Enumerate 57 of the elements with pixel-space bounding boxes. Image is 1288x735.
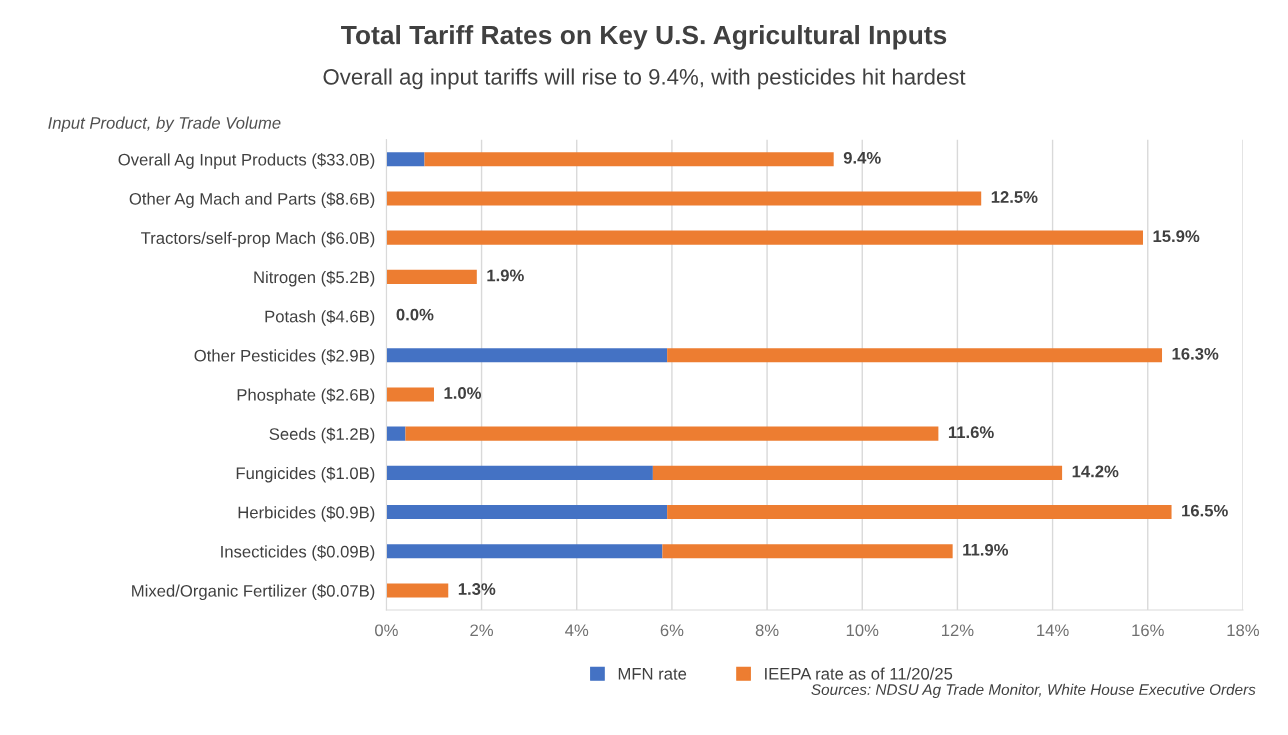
bar — [386, 504, 668, 520]
total-label: 1.3% — [458, 583, 496, 595]
legend-label: MFN rate — [618, 668, 687, 680]
bar — [424, 152, 834, 167]
x-tick-label: 16% — [1132, 624, 1164, 637]
total-label: 11.9% — [963, 543, 1009, 556]
total-label: 11.6% — [948, 426, 994, 439]
bar — [386, 426, 406, 441]
bar — [386, 583, 449, 598]
y-tick-label: Mixed/Organic Fertilizer ($0.07B) — [132, 584, 375, 601]
total-label: 1.9% — [487, 269, 524, 282]
y-tick-label: Fungicides ($1.0B) — [236, 466, 375, 483]
y-tick-label: Seeds ($1.2B) — [269, 427, 375, 444]
chart-subtitle: Overall ag input tariffs will rise to 9.4%, with pesticides hit hardest — [323, 68, 966, 90]
total-label: 1.0% — [444, 387, 482, 399]
y-tick-label: Herbicides ($0.9B) — [238, 505, 375, 522]
x-tick-label: 10% — [846, 624, 879, 637]
bar — [662, 544, 953, 559]
total-label: 16.5% — [1182, 504, 1228, 517]
total-label: 14.2% — [1072, 465, 1119, 478]
bar — [386, 191, 982, 206]
x-tick-label: 14% — [1037, 624, 1069, 637]
x-tick-label: 18% — [1227, 624, 1260, 637]
x-tick-label: 2% — [470, 624, 494, 637]
y-tick-label: Nitrogen ($5.2B) — [254, 270, 375, 287]
x-tick-label: 0% — [375, 624, 398, 637]
bar — [652, 465, 1063, 480]
bar — [386, 465, 653, 480]
total-label: 0.0% — [396, 308, 434, 321]
bar — [667, 504, 1172, 520]
bar — [405, 426, 939, 441]
bar — [386, 230, 1143, 245]
y-tick-label: Tractors/self-prop Mach ($6.0B) — [141, 231, 375, 248]
bar — [386, 544, 663, 559]
x-tick-label: 6% — [660, 624, 684, 637]
total-label: 12.5% — [991, 191, 1038, 203]
text: Input Product, by Trade Volume — [48, 116, 281, 133]
total-label: 16.3% — [1172, 347, 1219, 360]
y-tick-label: Other Pesticides ($2.9B) — [194, 349, 375, 365]
x-tick-label: 4% — [565, 624, 589, 637]
bar — [386, 348, 668, 363]
chart-title: Total Tariff Rates on Key U.S. Agricultural Inputs — [341, 24, 947, 50]
source-note: Sources: NDSU Ag Trade Monitor, White House Executive Orders — [811, 683, 1256, 699]
total-label: 15.9% — [1153, 230, 1200, 243]
total-label: 9.4% — [843, 151, 881, 164]
y-tick-label: Phosphate ($2.6B) — [237, 388, 375, 405]
y-tick-label: Other Ag Mach and Parts ($8.6B) — [129, 192, 375, 209]
legend-label: IEEPA rate as of 11/20/25 — [765, 667, 953, 680]
bar — [386, 387, 434, 402]
bar — [667, 348, 1163, 363]
y-tick-label: Overall Ag Input Products ($33.0B) — [118, 153, 375, 169]
y-tick-label: Insecticides ($0.09B) — [221, 545, 375, 561]
x-tick-label: 8% — [755, 624, 779, 637]
bar — [386, 152, 425, 167]
bar — [386, 269, 477, 284]
x-tick-label: 12% — [942, 624, 974, 637]
y-tick-label: Potash ($4.6B) — [265, 309, 375, 326]
